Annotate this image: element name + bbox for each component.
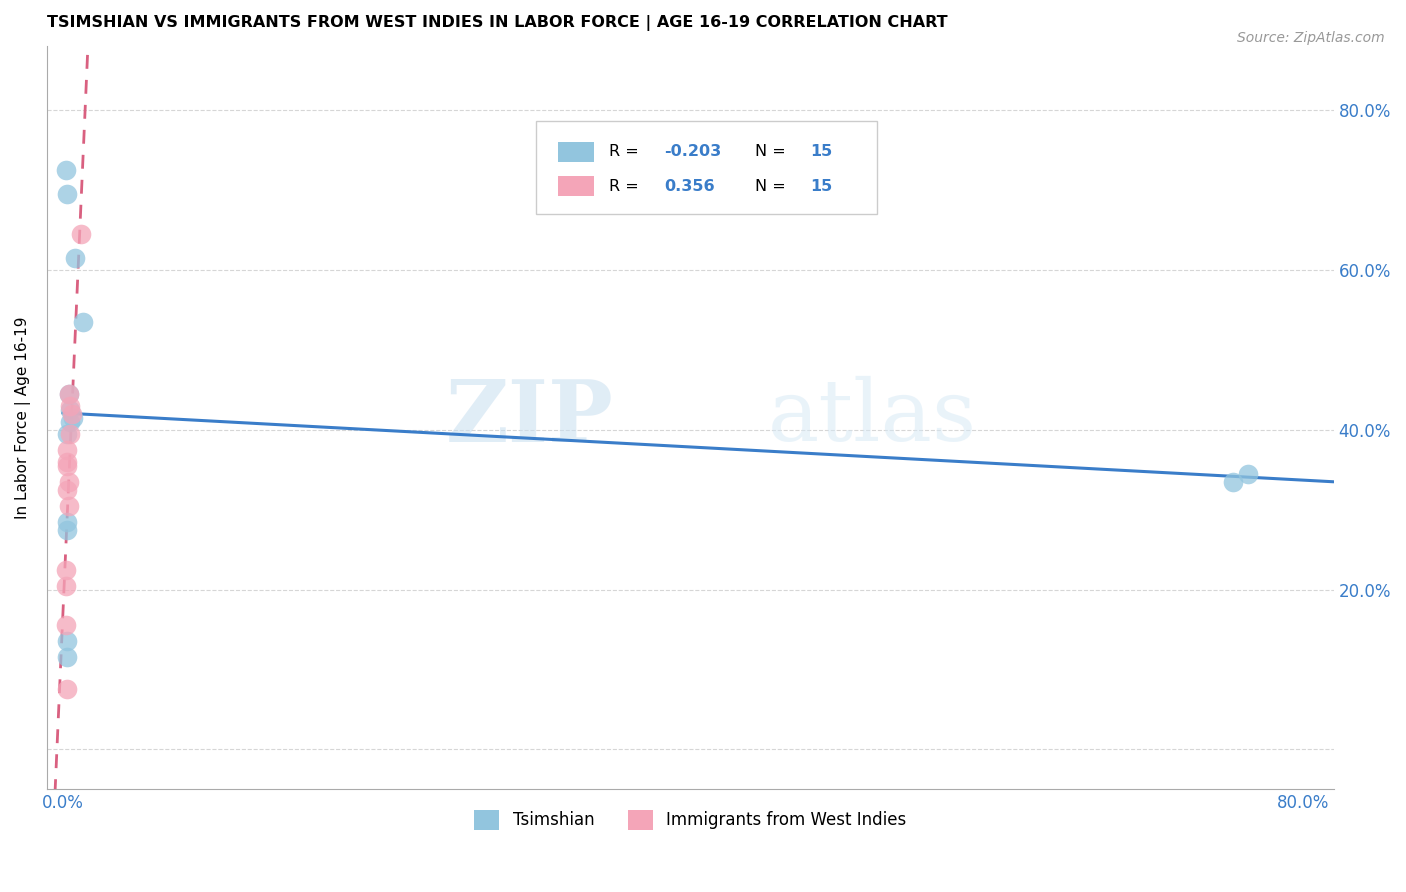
Point [56,483,79,497]
Point [55,163,77,178]
Text: atlas: atlas [768,376,977,459]
Point [56,187,79,202]
Point [56,650,79,665]
Point [59,399,82,413]
Point [56,682,79,697]
FancyBboxPatch shape [558,142,593,162]
Point [56,515,79,529]
Point [72,315,94,329]
Point [56,442,79,457]
Point [58,499,80,513]
Point [55,563,77,577]
Point [1237,467,1260,481]
Text: 15: 15 [810,145,832,160]
Text: -0.203: -0.203 [665,145,721,160]
Point [63,251,86,265]
FancyBboxPatch shape [536,120,877,213]
Point [56,426,79,441]
Text: N =: N = [755,178,790,194]
Point [58,475,80,489]
Text: N =: N = [755,145,790,160]
Text: Source: ZipAtlas.com: Source: ZipAtlas.com [1237,31,1385,45]
Text: R =: R = [609,145,644,160]
Point [60,407,83,421]
Text: 0.356: 0.356 [665,178,716,194]
Point [59,415,82,429]
Point [62,410,84,425]
Text: TSIMSHIAN VS IMMIGRANTS FROM WEST INDIES IN LABOR FORCE | AGE 16-19 CORRELATION : TSIMSHIAN VS IMMIGRANTS FROM WEST INDIES… [46,15,948,31]
Point [55,578,77,592]
Point [58,387,80,401]
Point [58,387,80,401]
Legend: Tsimshian, Immigrants from West Indies: Tsimshian, Immigrants from West Indies [468,803,912,837]
Text: 15: 15 [810,178,832,194]
Point [56,523,79,537]
Point [70,227,93,241]
Point [55,618,77,632]
Y-axis label: In Labor Force | Age 16-19: In Labor Force | Age 16-19 [15,317,31,519]
Point [56,634,79,648]
FancyBboxPatch shape [558,176,593,196]
Text: R =: R = [609,178,644,194]
Text: ZIP: ZIP [446,376,613,460]
Point [56,455,79,469]
Point [1222,475,1244,489]
Point [59,426,82,441]
Point [56,458,79,473]
Point [59,402,82,417]
